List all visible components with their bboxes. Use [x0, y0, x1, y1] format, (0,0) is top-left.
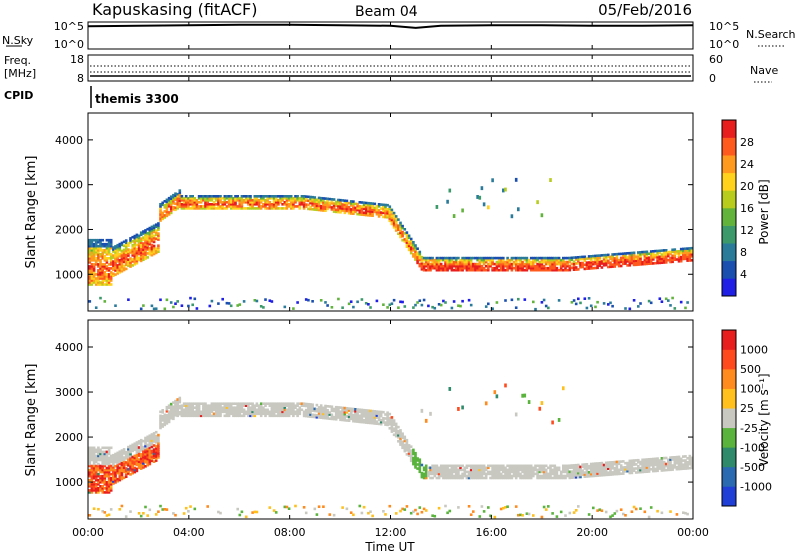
colorbar-frame [721, 329, 737, 507]
station-title: Kapuskasing (fitACF) [92, 0, 257, 19]
time-axis-ticks: 00:00 04:00 08:00 12:00 16:00 20:00 00:00 [72, 22, 709, 539]
colorbar-tick-label: 4 [740, 268, 747, 281]
ytick-label: 2000 [55, 431, 83, 444]
freq-tick-bottom: 8 [77, 72, 84, 85]
colorbar-tick-label: 100 [740, 383, 761, 396]
ytick-label: 4000 [55, 341, 83, 354]
power-colorbar-label: Power [dB] [757, 179, 771, 244]
beam-title: Beam 04 [355, 4, 418, 20]
xtick-label: 16:00 [475, 526, 507, 539]
colorbar-frame [721, 119, 737, 297]
xtick-label: 00:00 [72, 526, 104, 539]
xtick-label: 20:00 [576, 526, 608, 539]
xtick-label: 00:00 [677, 526, 709, 539]
colorbar-swatch [722, 190, 736, 209]
colorbar-swatch [722, 155, 736, 174]
colorbar-tick-label: 500 [740, 363, 761, 376]
velocity-data-layer [88, 383, 694, 519]
velocity-colorbar: 1000 500 100 25 -25 -100 -500 -1000 [721, 329, 772, 507]
nsky-tick-bottom: 10^0 [54, 38, 84, 51]
velocity-yticks: 1000 2000 3000 4000 [55, 341, 693, 489]
colorbar-swatch [722, 225, 736, 244]
freq-label-line2: [MHz] [4, 67, 36, 80]
colorbar-swatch [722, 172, 736, 191]
freq-right-tick-bottom: 0 [709, 72, 716, 85]
colorbar-tick-label: -1000 [740, 480, 772, 493]
colorbar-tick-label: 25 [740, 402, 754, 415]
colorbar-tick-label: 16 [740, 202, 754, 215]
cpid-label: CPID [4, 89, 33, 102]
colorbar-swatch [722, 260, 736, 279]
velocity-colorbar-label: Velocity [m s⁻¹] [757, 373, 771, 466]
colorbar-swatch [722, 330, 736, 350]
colorbar-tick-label: 12 [740, 224, 754, 237]
nsky-right-tick-top: 10^5 [709, 20, 739, 33]
nsearch-label: N.Search [746, 28, 796, 41]
ytick-label: 2000 [55, 223, 83, 236]
colorbar-swatch [722, 243, 736, 262]
colorbar-swatch [722, 486, 736, 507]
colorbar-swatch [722, 137, 736, 156]
time-axis-label: Time UT [364, 540, 415, 554]
colorbar-tick-label: 1000 [740, 344, 768, 357]
velocity-ylabel: Slant Range [km] [24, 364, 39, 477]
colorbar-tick-label: -100 [740, 441, 765, 454]
power-data-layer [88, 177, 694, 311]
power-yticks: 1000 2000 3000 4000 [55, 134, 693, 281]
freq-label-line1: Freq. [4, 54, 31, 67]
cpid-value: themis 3300 [95, 92, 179, 106]
colorbar-swatch [722, 369, 736, 389]
colorbar-swatch [722, 408, 736, 429]
colorbar-tick-label: 24 [740, 158, 754, 171]
colorbar-swatch [722, 120, 736, 138]
nave-label: Nave [750, 64, 778, 77]
power-ylabel: Slant Range [km] [24, 156, 39, 269]
nsky-label: N.Sky [2, 34, 34, 47]
ytick-label: 1000 [55, 476, 83, 489]
colorbar-swatch [722, 466, 736, 487]
colorbar-tick-label: -500 [740, 461, 765, 474]
colorbar-swatch [722, 447, 736, 468]
ytick-label: 3000 [55, 179, 83, 192]
colorbar-tick-label: 20 [740, 180, 754, 193]
freq-right-tick-top: 60 [709, 53, 723, 66]
ytick-label: 1000 [55, 268, 83, 281]
ytick-label: 3000 [55, 386, 83, 399]
colorbar-swatch [722, 278, 736, 297]
colorbar-swatch [722, 427, 736, 448]
xtick-label: 12:00 [375, 526, 407, 539]
date-title: 05/Feb/2016 [598, 1, 692, 19]
colorbar-swatch [722, 349, 736, 370]
freq-tick-top: 18 [70, 53, 84, 66]
nsky-tick-top: 10^5 [54, 20, 84, 33]
power-colorbar: 28 24 20 16 12 8 4 [721, 119, 754, 297]
colorbar-swatch [722, 208, 736, 226]
colorbar-swatch [722, 388, 736, 409]
xtick-label: 08:00 [274, 526, 306, 539]
colorbar-tick-label: -25 [740, 422, 758, 435]
colorbar-tick-label: 28 [740, 136, 754, 149]
nsky-series-line [87, 23, 694, 29]
nsky-right-tick-bottom: 10^0 [709, 38, 739, 51]
ytick-label: 4000 [55, 134, 83, 147]
colorbar-tick-label: 8 [740, 246, 747, 259]
xtick-label: 04:00 [173, 526, 205, 539]
